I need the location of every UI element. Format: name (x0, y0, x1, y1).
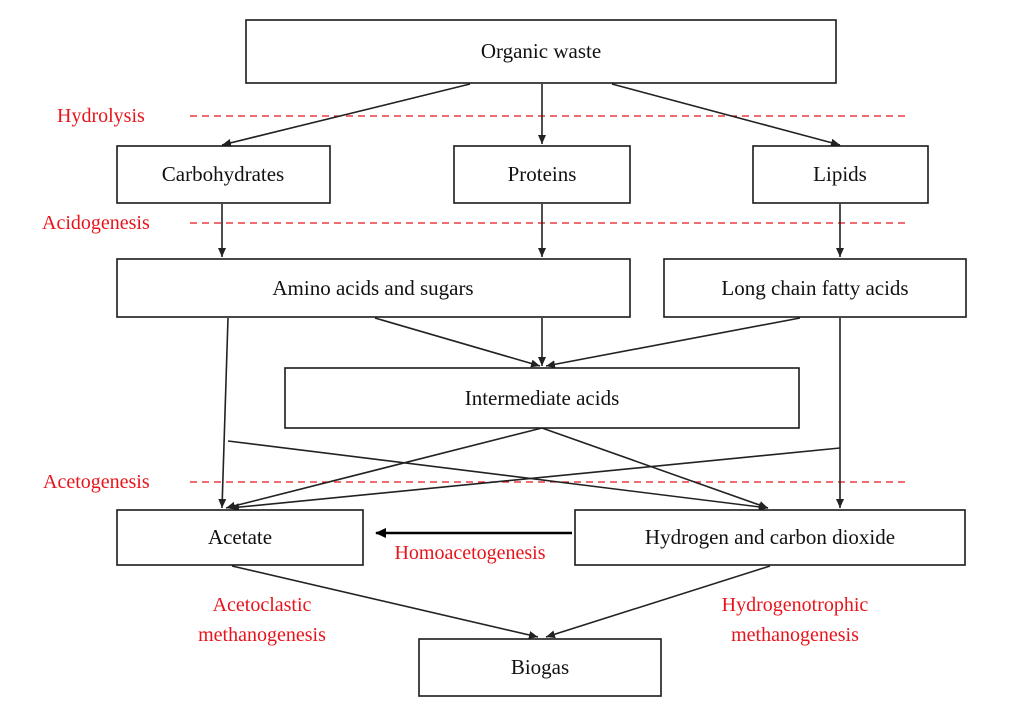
intermediate-acids-label: Intermediate acids (465, 386, 620, 410)
amino-acids-sugars-label: Amino acids and sugars (272, 276, 473, 300)
edge-intermediate-to-acetate (225, 427, 543, 510)
edge-waste-to-carbohydrates (221, 83, 471, 147)
carbohydrates-box: Carbohydrates (116, 145, 331, 204)
organic-waste-box: Organic waste (245, 19, 837, 84)
lipids-box: Lipids (752, 145, 929, 204)
edge-fatty-acids-to-acetate-cross (229, 447, 841, 512)
long-chain-fatty-acids-label: Long chain fatty acids (721, 276, 908, 300)
carbohydrates-label: Carbohydrates (162, 162, 284, 186)
biogas-box: Biogas (418, 638, 662, 697)
edge-intermediate-to-h2co2 (541, 427, 769, 509)
amino-acids-sugars-box: Amino acids and sugars (116, 258, 631, 318)
edge-amino-to-acetate (218, 317, 229, 509)
acetoclastic-label-line1: Acetoclastic (213, 594, 312, 616)
acetate-box: Acetate (116, 509, 364, 566)
hydrogen-co2-box: Hydrogen and carbon dioxide (574, 509, 966, 566)
proteins-label: Proteins (508, 162, 577, 186)
homoacetogenesis-label: Homoacetogenesis (394, 542, 545, 564)
hydrogenotrophic-label-line2: methanogenesis (731, 624, 859, 646)
biogas-label: Biogas (511, 655, 569, 679)
lipids-label: Lipids (813, 162, 867, 186)
intermediate-acids-box: Intermediate acids (284, 367, 800, 429)
edge-amino-to-intermediate-a (374, 317, 541, 368)
long-chain-fatty-acids-box: Long chain fatty acids (663, 258, 967, 318)
edge-acetate-to-biogas (231, 565, 539, 639)
acetate-label: Acetate (208, 525, 272, 549)
acetogenesis-label: Acetogenesis (43, 471, 150, 493)
acetoclastic-label-line2: methanogenesis (198, 624, 326, 646)
hydrogenotrophic-label-line1: Hydrogenotrophic (722, 594, 869, 616)
proteins-box: Proteins (453, 145, 631, 204)
edge-amino-to-h2co2-cross (227, 440, 769, 511)
hydrogen-co2-label: Hydrogen and carbon dioxide (645, 525, 895, 549)
edge-h2co2-to-biogas (545, 565, 771, 639)
edge-waste-to-lipids (611, 83, 841, 147)
hydrolysis-label: Hydrolysis (57, 105, 145, 127)
acidogenesis-label: Acidogenesis (42, 212, 150, 234)
organic-waste-label: Organic waste (481, 39, 601, 63)
edge-fatty-acids-to-intermediate (545, 317, 801, 369)
